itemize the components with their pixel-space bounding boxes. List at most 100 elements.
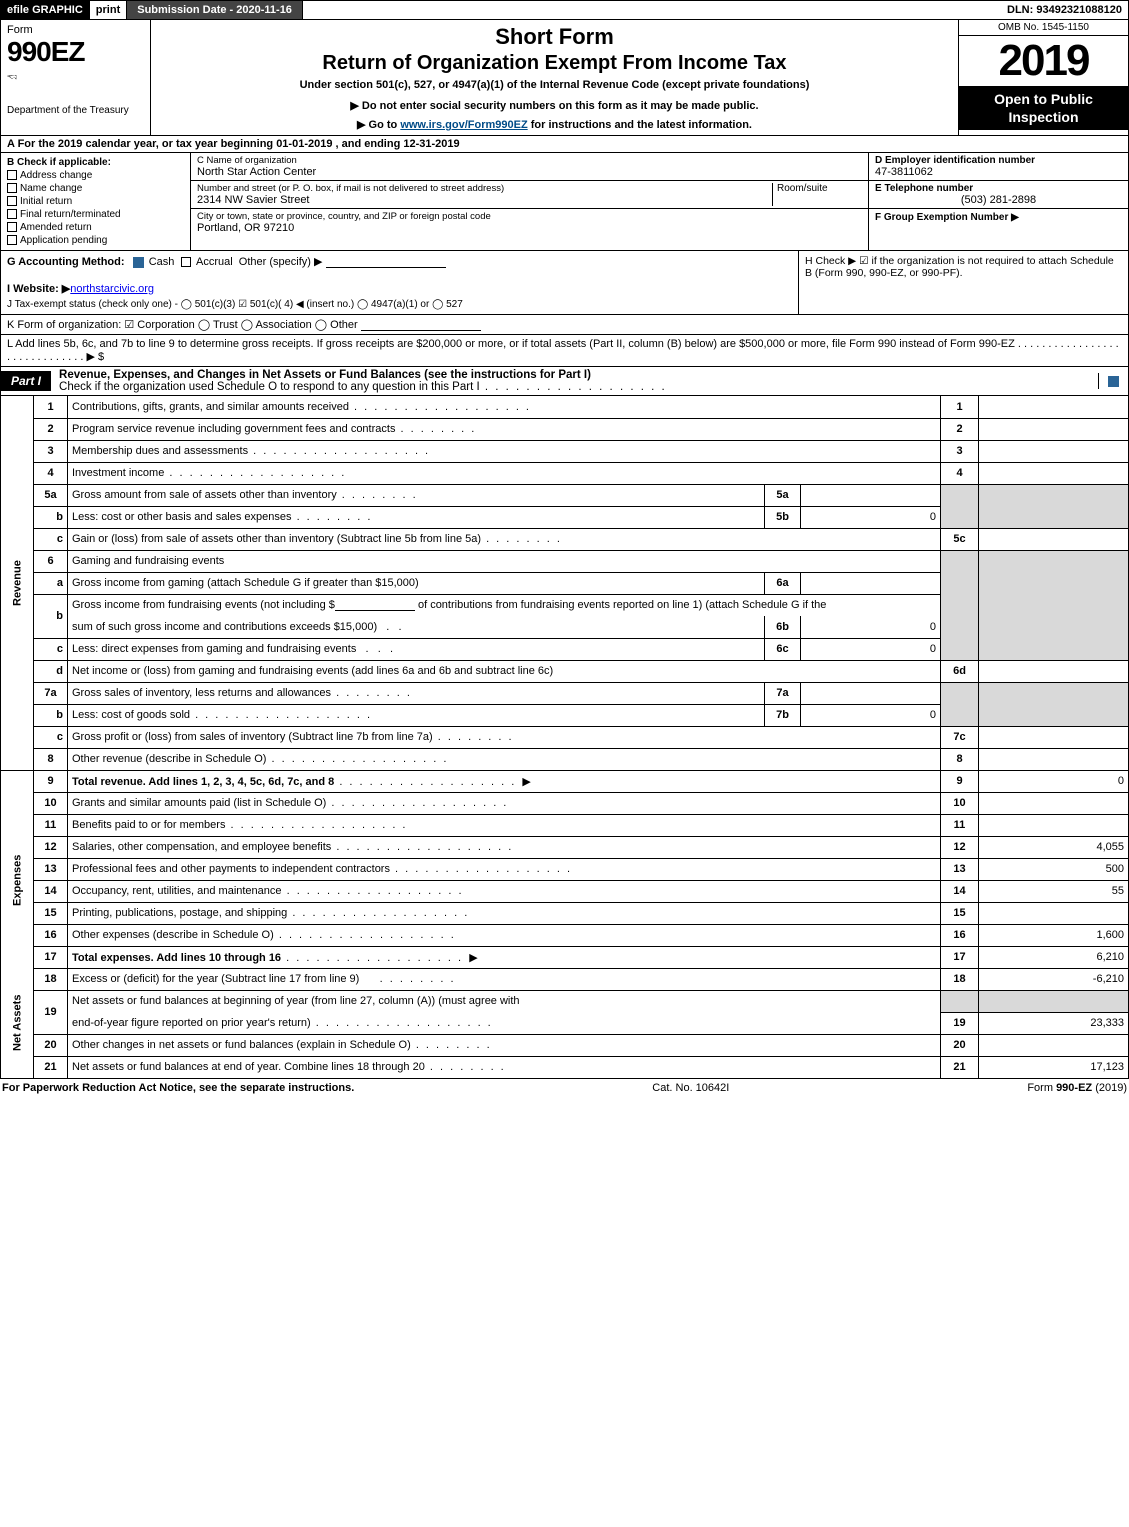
submission-date: Submission Date - 2020-11-16 bbox=[127, 1, 303, 19]
line-19-shade-val bbox=[979, 990, 1129, 1012]
chk-address-change[interactable]: Address change bbox=[7, 170, 184, 181]
line-5a-desc: Gross amount from sale of assets other t… bbox=[68, 484, 765, 506]
line-20-desc: Other changes in net assets or fund bala… bbox=[68, 1034, 941, 1056]
line-13-val: 500 bbox=[979, 858, 1129, 880]
chk-final-return[interactable]: Final return/terminated bbox=[7, 209, 184, 220]
col-b-checkboxes: B Check if applicable: Address change Na… bbox=[1, 153, 191, 250]
line-2-val bbox=[979, 418, 1129, 440]
tax-year: 2019 bbox=[959, 36, 1128, 86]
line-12-num: 12 bbox=[34, 836, 68, 858]
org-name: North Star Action Center bbox=[197, 166, 862, 178]
side-revenue-end bbox=[1, 770, 34, 792]
line-5ab-shade bbox=[941, 484, 979, 528]
line-15-val bbox=[979, 902, 1129, 924]
line-3-rnum: 3 bbox=[941, 440, 979, 462]
gh-row: G Accounting Method: Cash Accrual Other … bbox=[0, 251, 1129, 315]
line-19-val: 23,333 bbox=[979, 1012, 1129, 1034]
goto-post: for instructions and the latest informat… bbox=[528, 119, 752, 131]
line-7a-inval bbox=[801, 682, 941, 704]
no-ssn-warning: ▶ Do not enter social security numbers o… bbox=[159, 99, 950, 112]
city-value: Portland, OR 97210 bbox=[197, 222, 862, 234]
cash-label: Cash bbox=[149, 256, 175, 268]
chk-amended-return[interactable]: Amended return bbox=[7, 222, 184, 233]
line-4-rnum: 4 bbox=[941, 462, 979, 484]
org-name-cell: C Name of organization North Star Action… bbox=[191, 153, 868, 181]
website-link[interactable]: northstarcivic.org bbox=[70, 283, 154, 295]
line-20-val bbox=[979, 1034, 1129, 1056]
line-7b-desc: Less: cost of goods sold bbox=[68, 704, 765, 726]
line-7ab-shade bbox=[941, 682, 979, 726]
org-addr-cell: Number and street (or P. O. box, if mail… bbox=[191, 181, 868, 209]
line-6a-num: a bbox=[34, 572, 68, 594]
line-19-desc2: end-of-year figure reported on prior yea… bbox=[68, 1012, 941, 1034]
city-label: City or town, state or province, country… bbox=[197, 211, 862, 222]
room-label: Room/suite bbox=[772, 183, 862, 206]
side-revenue: Revenue bbox=[1, 396, 34, 770]
line-7b-innum: 7b bbox=[765, 704, 801, 726]
line-9-desc: Total revenue. Add lines 1, 2, 3, 4, 5c,… bbox=[68, 770, 941, 792]
ein-value: 47-3811062 bbox=[875, 166, 1122, 178]
line-12-rnum: 12 bbox=[941, 836, 979, 858]
line-3-val bbox=[979, 440, 1129, 462]
part1-table: Revenue 1 Contributions, gifts, grants, … bbox=[0, 396, 1129, 1079]
line-17-val: 6,210 bbox=[979, 946, 1129, 968]
header-left: Form 990EZ 🖘 Department of the Treasury bbox=[1, 20, 151, 135]
chk-initial-return[interactable]: Initial return bbox=[7, 196, 184, 207]
line-6c-desc: Less: direct expenses from gaming and fu… bbox=[68, 638, 765, 660]
line-6b-num: b bbox=[34, 594, 68, 638]
line-7a-desc: Gross sales of inventory, less returns a… bbox=[68, 682, 765, 704]
org-name-label: C Name of organization bbox=[197, 155, 862, 166]
chk-name-change[interactable]: Name change bbox=[7, 183, 184, 194]
group-exemption-cell: F Group Exemption Number ▶ bbox=[869, 209, 1128, 225]
line-7b-inval: 0 bbox=[801, 704, 941, 726]
line-14-val: 55 bbox=[979, 880, 1129, 902]
line-14-desc: Occupancy, rent, utilities, and maintena… bbox=[68, 880, 941, 902]
line-19-desc1: Net assets or fund balances at beginning… bbox=[68, 990, 941, 1012]
line-17-num: 17 bbox=[34, 946, 68, 968]
line-11-num: 11 bbox=[34, 814, 68, 836]
line-11-rnum: 11 bbox=[941, 814, 979, 836]
line-4-desc: Investment income bbox=[68, 462, 941, 484]
row-l-gross-receipts: L Add lines 5b, 6c, and 7b to line 9 to … bbox=[0, 335, 1129, 367]
line-7c-desc: Gross profit or (loss) from sales of inv… bbox=[68, 726, 941, 748]
part1-check-line: Check if the organization used Schedule … bbox=[59, 381, 667, 393]
dept-label: Department of the Treasury bbox=[7, 105, 144, 116]
line-19-rnum: 19 bbox=[941, 1012, 979, 1034]
line-5c-num: c bbox=[34, 528, 68, 550]
short-form-title: Short Form bbox=[159, 24, 950, 50]
line-3-desc: Membership dues and assessments bbox=[68, 440, 941, 462]
line-7a-num: 7a bbox=[34, 682, 68, 704]
line-16-num: 16 bbox=[34, 924, 68, 946]
line-9-num: 9 bbox=[34, 770, 68, 792]
omb-number: OMB No. 1545-1150 bbox=[959, 20, 1128, 36]
line-6b-desc3: sum of such gross income and contributio… bbox=[68, 616, 765, 638]
line-6-num: 6 bbox=[34, 550, 68, 572]
line-10-rnum: 10 bbox=[941, 792, 979, 814]
line-12-desc: Salaries, other compensation, and employ… bbox=[68, 836, 941, 858]
line-18-num: 18 bbox=[34, 968, 68, 990]
goto-line: ▶ Go to www.irs.gov/Form990EZ for instru… bbox=[159, 118, 950, 131]
line-19-shade bbox=[941, 990, 979, 1012]
goto-pre: ▶ Go to bbox=[357, 119, 400, 131]
col-def: D Employer identification number 47-3811… bbox=[868, 153, 1128, 250]
line-6a-inval bbox=[801, 572, 941, 594]
header-center: Short Form Return of Organization Exempt… bbox=[151, 20, 958, 135]
line-7c-val bbox=[979, 726, 1129, 748]
part1-checkbox[interactable] bbox=[1098, 373, 1128, 389]
line-6a-innum: 6a bbox=[765, 572, 801, 594]
chk-application-pending[interactable]: Application pending bbox=[7, 235, 184, 246]
line-7a-innum: 7a bbox=[765, 682, 801, 704]
irs-link[interactable]: www.irs.gov/Form990EZ bbox=[400, 119, 527, 131]
line-5b-inval: 0 bbox=[801, 506, 941, 528]
accrual-label: Accrual bbox=[196, 256, 233, 268]
line-14-num: 14 bbox=[34, 880, 68, 902]
line-18-desc: Excess or (deficit) for the year (Subtra… bbox=[68, 968, 941, 990]
line-2-rnum: 2 bbox=[941, 418, 979, 440]
g-label: G Accounting Method: bbox=[7, 256, 125, 268]
line-12-val: 4,055 bbox=[979, 836, 1129, 858]
print-button[interactable]: print bbox=[90, 1, 127, 19]
line-16-rnum: 16 bbox=[941, 924, 979, 946]
line-18-val: -6,210 bbox=[979, 968, 1129, 990]
part1-title: Revenue, Expenses, and Changes in Net As… bbox=[51, 367, 1098, 395]
line-7b-num: b bbox=[34, 704, 68, 726]
